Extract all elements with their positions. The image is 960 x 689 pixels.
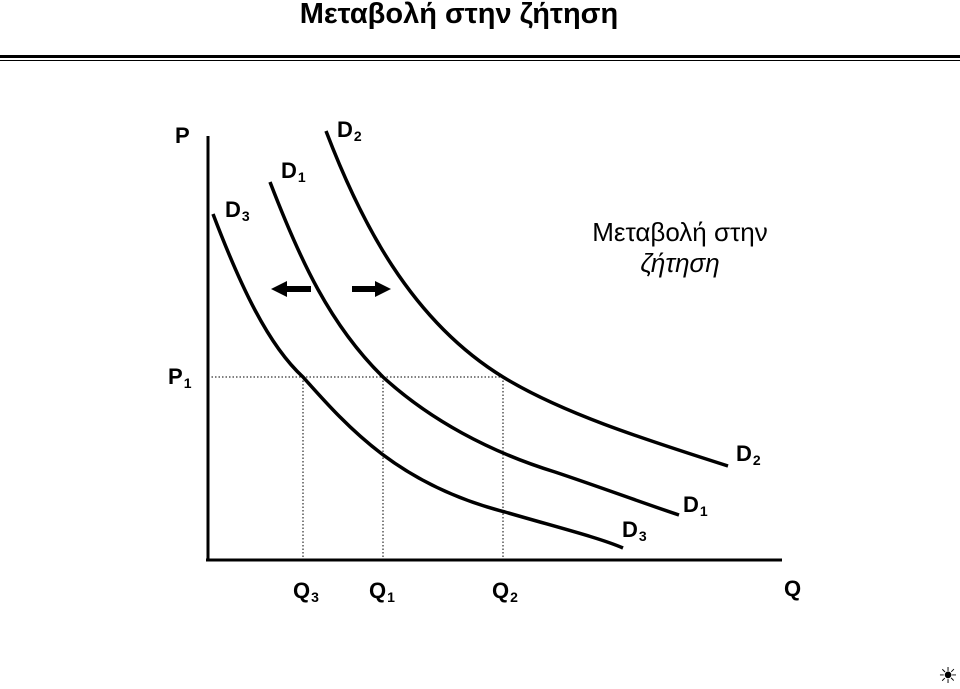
y-axis-label: P [175,123,190,148]
title-divider-thin [0,60,960,61]
q2-label: Q2 [492,578,518,605]
demand-curve-d1 [268,181,680,517]
d1-bottom-label: D1 [683,492,708,519]
sun-icon[interactable]: ☀ [938,663,958,688]
d3-top-label: D3 [225,197,250,224]
annotation-line-1: Μεταβολή στην [592,217,768,247]
d1-top-label: D1 [281,158,306,185]
demand-curve-d2 [324,130,729,468]
q3-label: Q3 [293,578,319,605]
d2-bottom-label: D2 [736,441,761,468]
left-arrow-icon [271,281,311,297]
demand-curve-d3 [211,213,624,550]
q1-label: Q1 [369,578,395,605]
annotation-line-2: ζήτηση [640,248,719,278]
d3-bottom-label: D3 [622,517,647,544]
p1-label: P1 [168,364,192,391]
x-axis-label: Q [784,576,801,601]
title-divider [0,55,960,58]
right-arrow-icon [352,281,391,297]
d2-top-label: D2 [337,117,362,144]
slide-title: Μεταβολή στην ζήτηση [299,0,619,30]
